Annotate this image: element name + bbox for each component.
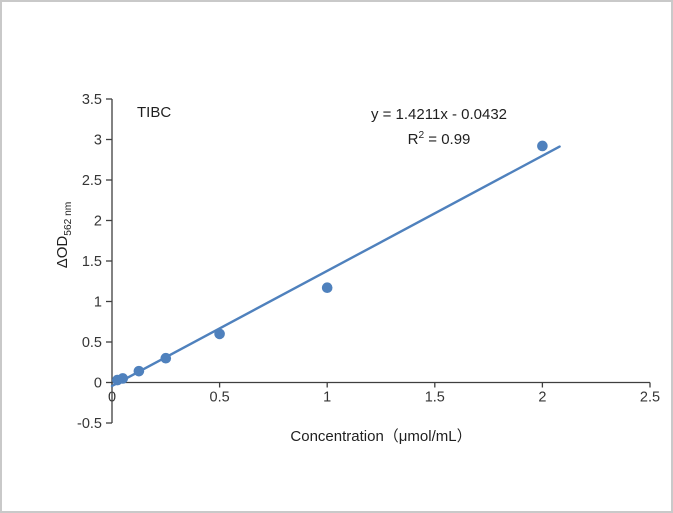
y-tick-label: 0.5 — [82, 335, 102, 351]
data-point — [537, 140, 548, 152]
y-tick-label: 2.5 — [82, 173, 102, 189]
x-tick-label: 1 — [323, 390, 331, 406]
y-axis-label: ΔOD562 nm — [54, 201, 74, 269]
x-tick-label: 1.5 — [425, 390, 445, 406]
r-squared-label: R2 = 0.99 — [407, 130, 471, 148]
y-tick-label: 3.5 — [82, 92, 102, 108]
y-tick-label: -0.5 — [77, 416, 102, 432]
y-tick-label: 3 — [94, 133, 102, 149]
y-tick-label: 1 — [94, 295, 102, 311]
data-point — [117, 373, 129, 384]
x-tick-label: 2.5 — [640, 390, 660, 406]
chart-title: TIBC — [137, 104, 172, 121]
trendline — [110, 145, 561, 388]
trendline-annotation: y = 1.4211x - 0.0432 R2 = 0.99 — [329, 104, 549, 150]
x-tick-label: 2 — [538, 390, 546, 406]
data-point — [133, 365, 145, 377]
x-axis-label: Concentration（μmol/mL） — [290, 428, 472, 445]
x-tick-label: 0.5 — [210, 390, 230, 406]
data-point — [321, 282, 333, 294]
y-tick-label: 1.5 — [82, 254, 102, 270]
equation-label: y = 1.4211x - 0.0432 — [370, 106, 508, 123]
data-point — [160, 352, 172, 364]
y-tick-label: 2 — [94, 214, 102, 230]
y-tick-label: 0 — [94, 376, 102, 392]
data-point — [214, 328, 225, 340]
x-tick-label: 0 — [108, 390, 116, 406]
